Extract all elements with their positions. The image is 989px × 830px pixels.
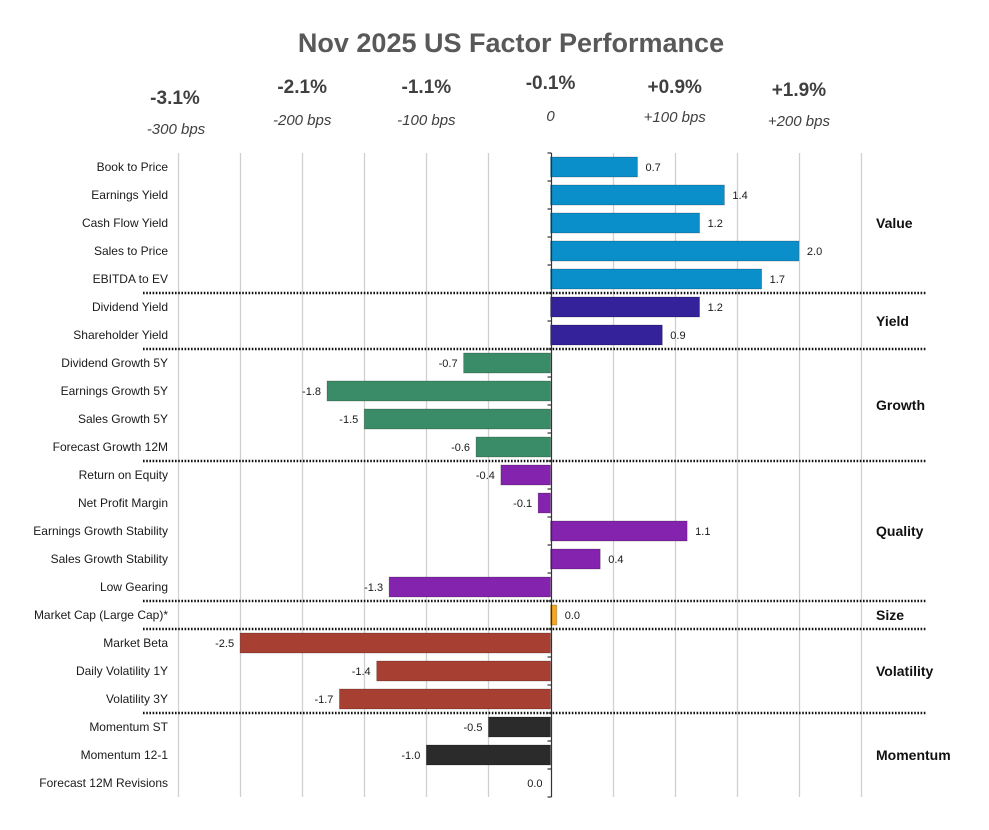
- category-label: Shareholder Yield: [73, 328, 168, 342]
- data-label: 1.4: [732, 190, 747, 202]
- data-label: -1.3: [364, 582, 383, 594]
- bar: [550, 324, 663, 346]
- data-label: 0.4: [608, 554, 623, 566]
- group-label: Value: [876, 215, 913, 231]
- header-tick-bps: -300 bps: [147, 121, 206, 138]
- header-tick-bps: +100 bps: [644, 109, 707, 126]
- bar: [463, 352, 551, 374]
- bar: [239, 632, 551, 654]
- header-tick-bps: 0: [546, 108, 555, 125]
- category-label: Sales Growth 5Y: [78, 412, 168, 426]
- bar: [550, 240, 800, 262]
- category-label: Market Cap (Large Cap)*: [34, 608, 168, 622]
- group-label: Growth: [876, 397, 925, 413]
- bar: [488, 716, 551, 738]
- bar: [425, 744, 551, 766]
- category-label: Dividend Growth 5Y: [61, 356, 168, 370]
- data-label: -0.6: [451, 442, 470, 454]
- category-label: Earnings Yield: [91, 188, 168, 202]
- header-tick-pct: -3.1%: [150, 88, 200, 109]
- data-label: 0.0: [527, 778, 542, 790]
- group-label: Momentum: [876, 747, 951, 763]
- category-label: Forecast 12M Revisions: [39, 776, 168, 790]
- data-label: 1.7: [770, 274, 785, 286]
- category-label: Sales to Price: [94, 244, 168, 258]
- header-tick-bps: -200 bps: [273, 112, 332, 129]
- group-label: Volatility: [876, 663, 934, 679]
- bar: [326, 380, 551, 402]
- group-label: Size: [876, 607, 904, 623]
- data-label: -2.5: [215, 638, 234, 650]
- group-label: Yield: [876, 313, 909, 329]
- data-label: 1.2: [708, 302, 723, 314]
- data-label: 2.0: [807, 246, 822, 258]
- category-label: Earnings Growth 5Y: [61, 384, 168, 398]
- bar: [550, 184, 725, 206]
- category-labels: Book to Price Earnings Yield Cash Flow Yie…: [33, 160, 168, 790]
- data-label: 0.0: [565, 610, 580, 622]
- category-label: Sales Growth Stability: [51, 552, 168, 566]
- bar: [500, 464, 551, 486]
- category-label: Net Profit Margin: [78, 496, 168, 510]
- category-label: Book to Price: [97, 160, 169, 174]
- bar: [537, 492, 551, 514]
- data-label: -0.7: [439, 358, 458, 370]
- category-label: Market Beta: [103, 636, 168, 650]
- bar: [550, 296, 700, 318]
- category-label: Volatility 3Y: [106, 692, 168, 706]
- data-label: 1.1: [695, 526, 710, 538]
- data-label: -0.5: [463, 722, 482, 734]
- data-label: -1.0: [401, 750, 420, 762]
- chart-title: Nov 2025 US Factor Performance: [298, 28, 724, 58]
- category-label: Dividend Yield: [92, 300, 168, 314]
- bar: [550, 548, 601, 570]
- bar: [550, 156, 638, 178]
- data-label: -1.4: [352, 666, 371, 678]
- header-tick-pct: +0.9%: [648, 77, 703, 98]
- category-label: Daily Volatility 1Y: [76, 664, 168, 678]
- bars: 0.7 1.4 1.2 2.0 1.7 1.2 0.9 -0.7 -1.8 -1.5 -0.6 -0.…: [215, 156, 822, 790]
- category-label: Momentum 12-1: [81, 748, 169, 762]
- category-label: Earnings Growth Stability: [33, 524, 168, 538]
- category-label: EBITDA to EV: [93, 272, 168, 286]
- group-labels: Value Yield Growth Quality Size Volatility Mom…: [876, 215, 951, 763]
- bar: [550, 268, 763, 290]
- bar: [550, 520, 688, 542]
- data-label: -1.8: [302, 386, 321, 398]
- bar: [388, 576, 551, 598]
- bar: [376, 660, 551, 682]
- bar: [363, 408, 551, 430]
- data-label: -0.1: [513, 498, 532, 510]
- bar: [339, 688, 551, 710]
- header-tick-pct: -2.1%: [277, 77, 327, 98]
- category-label: Return on Equity: [79, 468, 168, 482]
- header-tick-pct: +1.9%: [772, 80, 827, 101]
- data-label: 1.2: [708, 218, 723, 230]
- header-tick-bps: -100 bps: [397, 112, 456, 129]
- header-tick-bps: +200 bps: [768, 113, 831, 130]
- header-scale: -3.1% -300 bps -2.1% -200 bps -1.1% -100 bps -…: [147, 73, 831, 138]
- category-label: Forecast Growth 12M: [53, 440, 168, 454]
- category-label: Momentum ST: [89, 720, 168, 734]
- data-label: 0.7: [645, 162, 660, 174]
- header-tick-pct: -1.1%: [402, 77, 452, 98]
- data-label: -1.7: [314, 694, 333, 706]
- header-tick-pct: -0.1%: [526, 73, 576, 94]
- data-label: -0.4: [476, 470, 495, 482]
- bar: [550, 212, 700, 234]
- category-label: Cash Flow Yield: [82, 216, 168, 230]
- group-label: Quality: [876, 523, 924, 539]
- bar: [550, 604, 558, 626]
- data-label: -1.5: [339, 414, 358, 426]
- data-label: 0.9: [670, 330, 685, 342]
- category-label: Low Gearing: [100, 580, 168, 594]
- zero-axis: [547, 152, 553, 798]
- bar: [475, 436, 551, 458]
- group-dividers: [143, 291, 926, 715]
